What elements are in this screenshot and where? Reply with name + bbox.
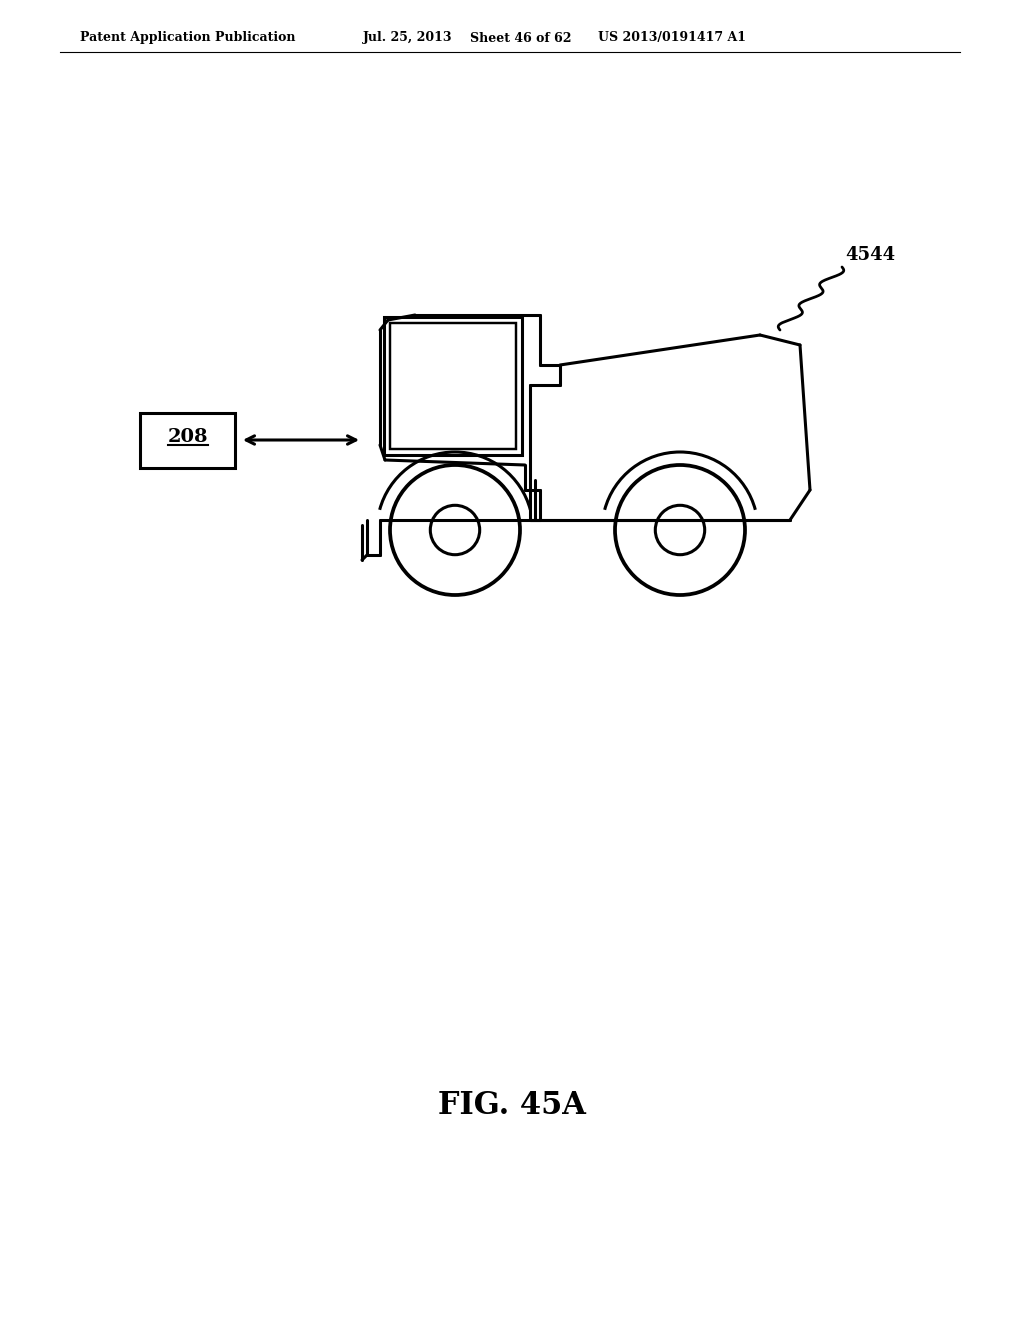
Text: Jul. 25, 2013: Jul. 25, 2013 — [362, 32, 453, 45]
Text: 208: 208 — [167, 428, 208, 446]
Text: US 2013/0191417 A1: US 2013/0191417 A1 — [598, 32, 746, 45]
Bar — [390, 323, 516, 449]
Text: 4544: 4544 — [845, 246, 895, 264]
Bar — [140, 412, 234, 467]
Text: Patent Application Publication: Patent Application Publication — [80, 32, 296, 45]
Bar — [384, 317, 522, 455]
Text: Sheet 46 of 62: Sheet 46 of 62 — [470, 32, 571, 45]
Text: FIG. 45A: FIG. 45A — [438, 1089, 586, 1121]
